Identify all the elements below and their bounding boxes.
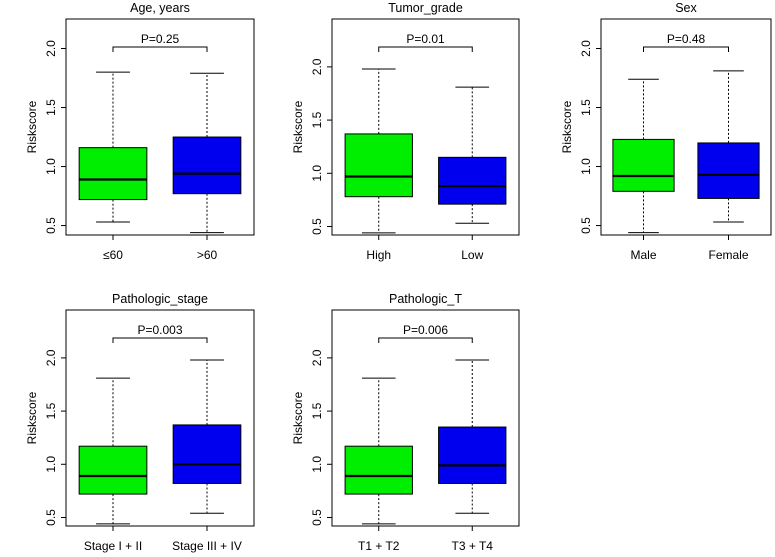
y-tick-label: 2.0 (579, 40, 593, 57)
y-tick-label: 2.0 (310, 58, 324, 75)
plot-frame (600, 18, 772, 236)
y-tick-label: 1.5 (310, 111, 324, 128)
y-tick-label: 0.5 (44, 509, 58, 526)
plot-frame (65, 309, 255, 527)
x-tick-label: Female (708, 248, 748, 262)
box-1 (78, 445, 148, 495)
y-tick-label: 2.0 (44, 349, 58, 366)
pvalue-bracket (378, 46, 473, 52)
box-2 (438, 156, 507, 205)
x-tick-label: ≤60 (103, 248, 123, 262)
x-tick-label: Male (630, 248, 656, 262)
y-axis-label: Riskscore (25, 100, 39, 153)
pvalue-label: P=0.006 (403, 323, 448, 337)
x-tick-label: Stage I + II (84, 539, 142, 553)
y-tick-label: 1.5 (44, 402, 58, 419)
pvalue-label: P=0.48 (667, 32, 706, 46)
y-axis-label: Riskscore (25, 391, 39, 444)
x-tick-label: High (366, 248, 391, 262)
x-tick-label: T1 + T2 (358, 539, 400, 553)
x-tick-label: Low (461, 248, 483, 262)
y-tick-label: 1.0 (310, 165, 324, 182)
y-tick-label: 1.0 (310, 456, 324, 473)
pvalue-label: P=0.01 (406, 32, 445, 46)
y-axis-label: Riskscore (291, 391, 305, 444)
box-2 (172, 136, 242, 195)
pvalue-bracket (378, 337, 473, 343)
y-tick-label: 2.0 (44, 40, 58, 57)
box-2 (697, 142, 760, 199)
box-2 (172, 424, 242, 484)
plot-frame (331, 18, 520, 236)
y-axis-label: Riskscore (291, 100, 305, 153)
y-tick-label: 2.0 (310, 349, 324, 366)
plot-frame (331, 309, 520, 527)
y-tick-label: 1.0 (44, 158, 58, 175)
y-axis-label: Riskscore (560, 100, 574, 153)
box-1 (344, 133, 413, 198)
chart-panel-5: Pathologic_T Riskscore 0.5 1.0 1.5 2.0 T1 + T2… (291, 292, 520, 553)
x-tick-label: T3 + T4 (452, 539, 494, 553)
pvalue-label: P=0.25 (141, 32, 180, 46)
y-tick-label: 0.5 (579, 217, 593, 234)
y-tick-label: 1.5 (579, 99, 593, 116)
panel-title: Tumor_grade (388, 1, 463, 15)
plot-frame (65, 18, 255, 236)
chart-panel-3: Sex Riskscore 0.5 1.0 1.5 2.0 Male Female P=0.48 (560, 1, 772, 262)
chart-panel-1: Age, years Riskscore 0.5 1.0 1.5 2.0 ≤60 >60 P=0… (25, 1, 255, 262)
panel-title: Pathologic_T (389, 292, 462, 306)
box-1 (78, 147, 148, 201)
x-tick-label: >60 (197, 248, 218, 262)
chart-panel-4: Pathologic_stage Riskscore 0.5 1.0 1.5 2.0 Sta… (25, 292, 255, 553)
pvalue-label: P=0.003 (137, 323, 182, 337)
pvalue-bracket (112, 46, 208, 52)
y-tick-label: 1.0 (579, 158, 593, 175)
pvalue-bracket (643, 46, 729, 52)
pvalue-bracket (112, 337, 208, 343)
y-tick-label: 1.5 (310, 402, 324, 419)
box-1 (344, 445, 413, 495)
y-tick-label: 0.5 (44, 217, 58, 234)
box-1 (612, 138, 675, 192)
y-tick-label: 1.0 (44, 456, 58, 473)
y-tick-label: 1.5 (44, 99, 58, 116)
panel-title: Age, years (130, 1, 190, 15)
panel-title: Pathologic_stage (112, 292, 208, 306)
panel-title: Sex (675, 1, 697, 15)
chart-panel-2: Tumor_grade Riskscore 0.5 1.0 1.5 2.0 High Low P… (291, 1, 520, 262)
y-tick-label: 0.5 (310, 218, 324, 235)
y-tick-label: 0.5 (310, 509, 324, 526)
x-tick-label: Stage III + IV (172, 539, 242, 553)
box-2 (438, 426, 507, 484)
